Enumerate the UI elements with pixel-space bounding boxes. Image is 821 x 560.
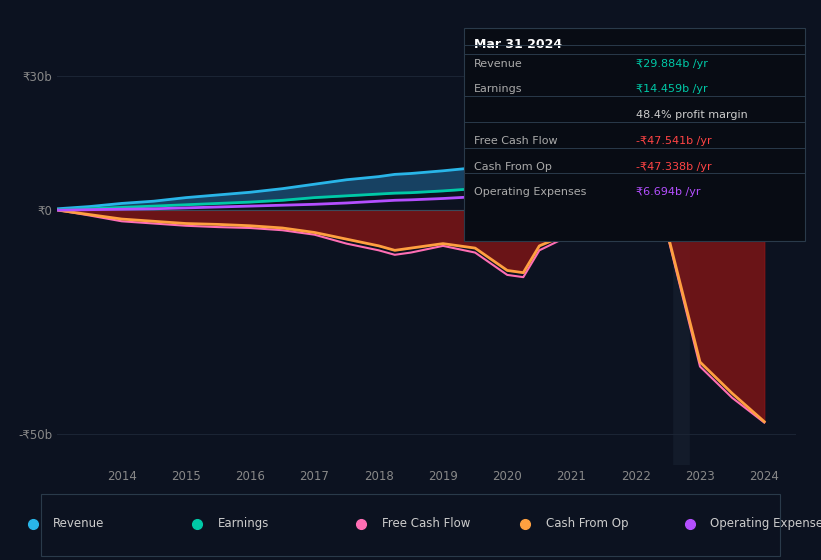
Text: -₹47.541b /yr: -₹47.541b /yr (636, 136, 712, 146)
Text: 48.4% profit margin: 48.4% profit margin (636, 110, 748, 120)
Text: Revenue: Revenue (53, 517, 105, 530)
Text: Free Cash Flow: Free Cash Flow (382, 517, 470, 530)
Text: ₹29.884b /yr: ₹29.884b /yr (636, 59, 709, 69)
FancyBboxPatch shape (41, 494, 780, 557)
Text: ₹14.459b /yr: ₹14.459b /yr (636, 85, 708, 95)
Text: Cash From Op: Cash From Op (474, 162, 552, 172)
Text: Mar 31 2024: Mar 31 2024 (474, 38, 562, 51)
Text: Free Cash Flow: Free Cash Flow (474, 136, 557, 146)
Text: Earnings: Earnings (218, 517, 269, 530)
Text: -₹47.338b /yr: -₹47.338b /yr (636, 162, 712, 172)
Text: Operating Expenses: Operating Expenses (710, 517, 821, 530)
Text: Revenue: Revenue (474, 59, 522, 69)
Text: Earnings: Earnings (474, 85, 522, 95)
Text: ₹6.694b /yr: ₹6.694b /yr (636, 188, 701, 198)
Text: Operating Expenses: Operating Expenses (474, 188, 586, 198)
Text: Cash From Op: Cash From Op (546, 517, 628, 530)
